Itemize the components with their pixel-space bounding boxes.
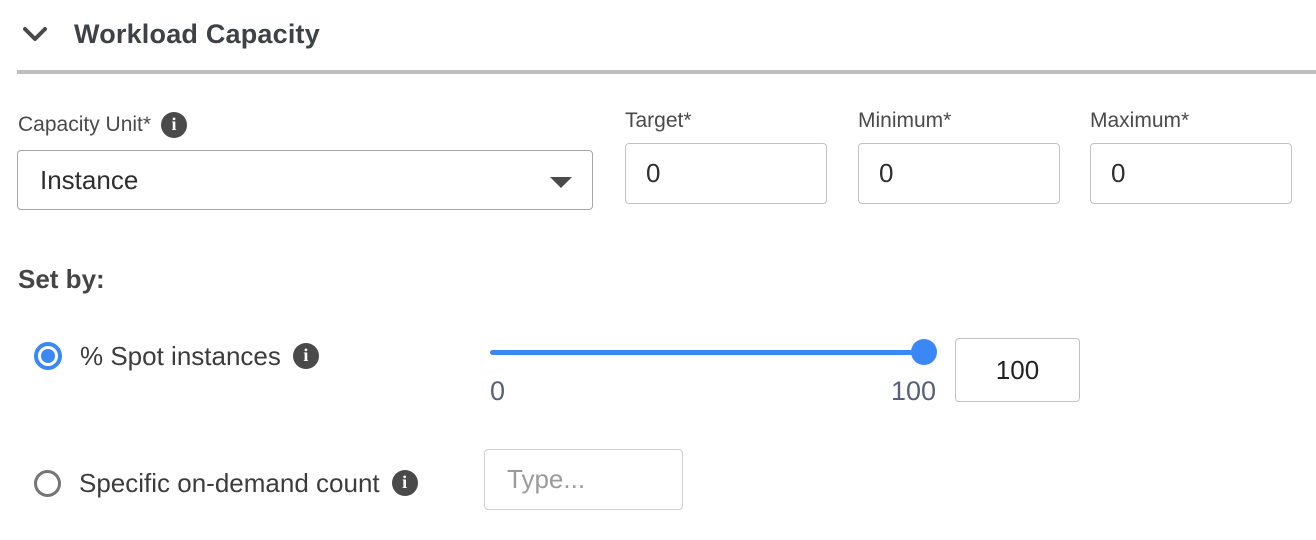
minimum-label: Minimum*: [858, 109, 952, 132]
chevron-down-icon[interactable]: [22, 25, 48, 43]
slider-min-label: 0: [490, 376, 506, 406]
section-title: Workload Capacity: [74, 19, 320, 49]
set-by-label: Set by:: [18, 264, 105, 294]
radio-dot: [41, 349, 55, 363]
capacity-unit-selected-value: Instance: [40, 164, 139, 195]
maximum-field-group: Maximum*: [1090, 109, 1292, 204]
on-demand-count-input[interactable]: [484, 449, 683, 510]
info-glyph: i: [402, 472, 408, 492]
spot-instances-label[interactable]: % Spot instances: [80, 340, 281, 371]
target-field-group: Target*: [625, 109, 827, 204]
on-demand-radio[interactable]: [34, 469, 61, 497]
capacity-unit-label-row: Capacity Unit* i: [18, 110, 188, 140]
maximum-input[interactable]: [1090, 143, 1292, 204]
target-input[interactable]: [625, 143, 827, 204]
capacity-unit-label: Capacity Unit*: [18, 113, 152, 136]
capacity-unit-dropdown[interactable]: Instance: [17, 150, 593, 210]
spot-instances-info-icon[interactable]: i: [292, 343, 319, 369]
spot-instances-option-row: % Spot instances i: [34, 338, 319, 374]
section-divider: [17, 70, 1316, 74]
info-glyph: i: [303, 345, 309, 365]
maximum-label: Maximum*: [1090, 109, 1190, 132]
on-demand-info-icon[interactable]: i: [391, 470, 418, 496]
caret-down-icon: [550, 177, 572, 188]
spot-percentage-input[interactable]: [955, 338, 1080, 402]
section-header: Workload Capacity: [0, 0, 1316, 70]
spot-percentage-slider-handle[interactable]: [911, 339, 937, 365]
target-label: Target*: [625, 109, 692, 132]
slider-max-label: 100: [890, 376, 936, 406]
spot-instances-radio[interactable]: [34, 342, 62, 370]
on-demand-label[interactable]: Specific on-demand count: [79, 467, 380, 498]
capacity-unit-info-icon[interactable]: i: [161, 112, 188, 138]
spot-percentage-slider-track[interactable]: [490, 350, 927, 355]
minimum-field-group: Minimum*: [858, 109, 1060, 204]
minimum-input[interactable]: [858, 143, 1060, 204]
on-demand-option-row: Specific on-demand count i: [34, 465, 418, 501]
info-glyph: i: [171, 114, 177, 134]
